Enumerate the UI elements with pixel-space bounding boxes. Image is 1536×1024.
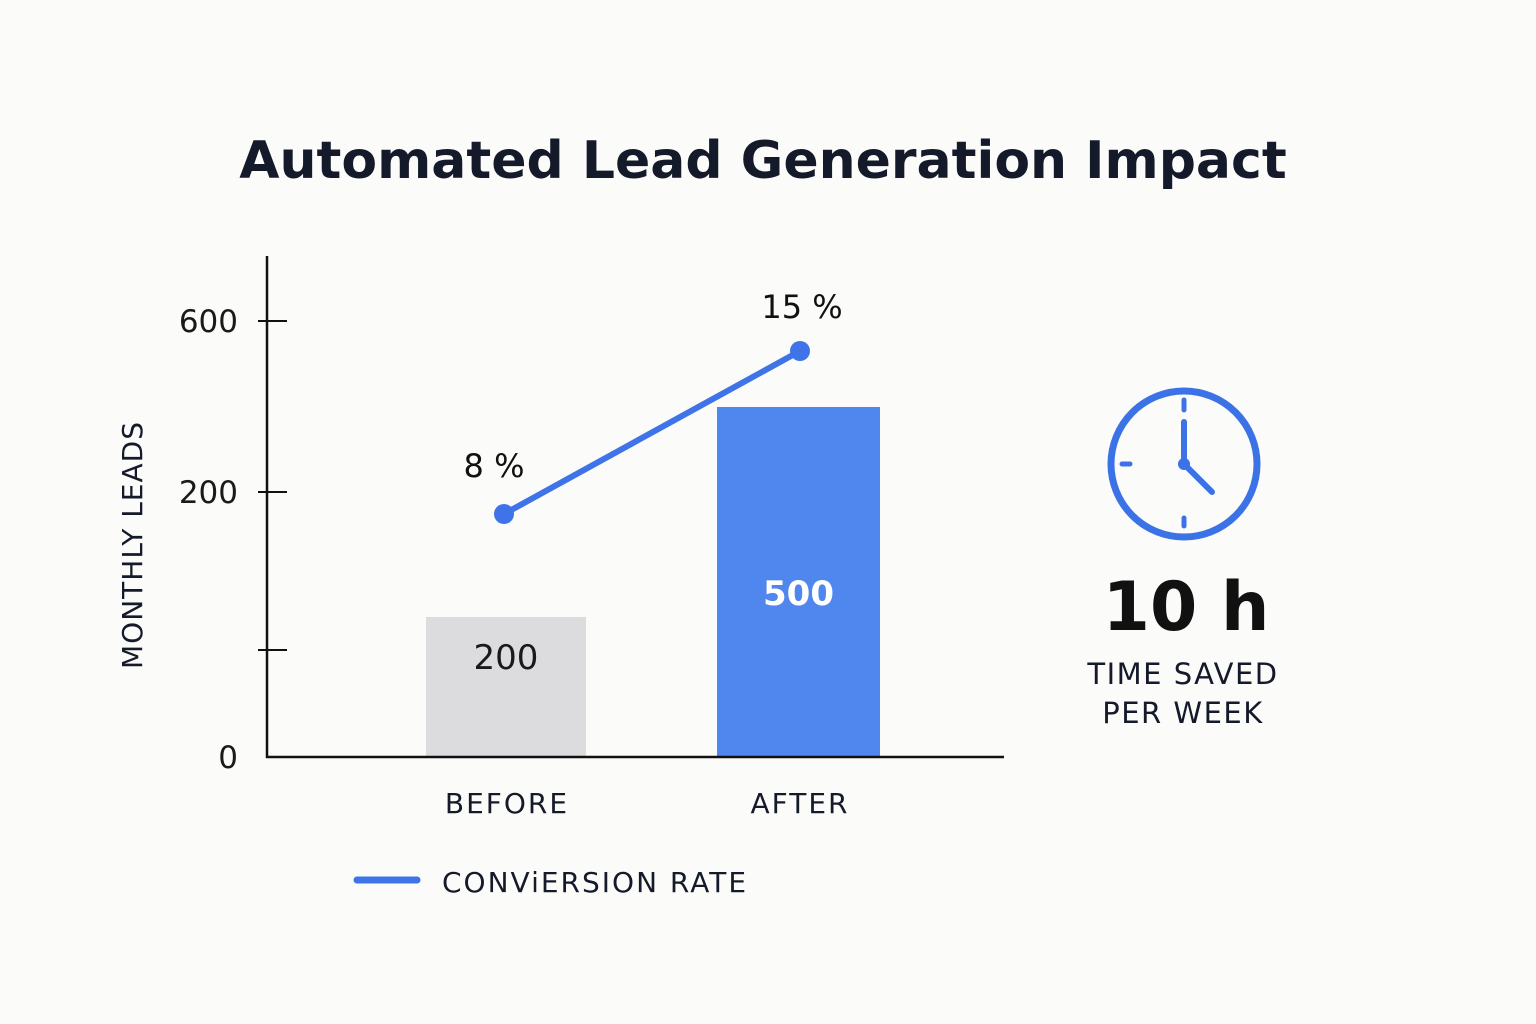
legend: CONViERSION RATE [353,866,748,899]
y-tick-label-0: 0 [218,740,238,776]
category-label-before: BEFORE [445,787,569,820]
bar-after [717,407,880,757]
conversion-point-before [494,504,514,524]
legend-label: CONViERSION RATE [442,866,748,899]
y-axis-label: MONTHLY LEADS [116,421,149,669]
y-tick-label-200: 200 [179,475,238,511]
conversion-label-after: 15 % [761,288,842,326]
category-label-after: AFTER [750,787,849,820]
bar-before [426,617,586,757]
conversion-point-after [790,341,810,361]
conversion-line-layer: 8 % 15 % [464,288,843,524]
time-saved-caption-line1: TIME SAVED [1086,657,1278,691]
y-tick-label-600: 600 [179,304,238,340]
bar-value-label-before: 200 [474,638,539,678]
conversion-label-before: 8 % [464,447,525,485]
conversion-rate-line [501,348,803,517]
ticks-layer: 0 200 600 [179,304,287,776]
time-saved-caption-line2: PER WEEK [1102,696,1264,730]
time-saved-value: 10 h [1103,568,1270,647]
bar-value-label-after: 500 [763,574,834,614]
chart-title: Automated Lead Generation Impact [239,131,1286,191]
clock-icon [1107,387,1261,541]
axis-layer [265,256,1004,759]
bars-layer: 200 500 [426,407,880,757]
